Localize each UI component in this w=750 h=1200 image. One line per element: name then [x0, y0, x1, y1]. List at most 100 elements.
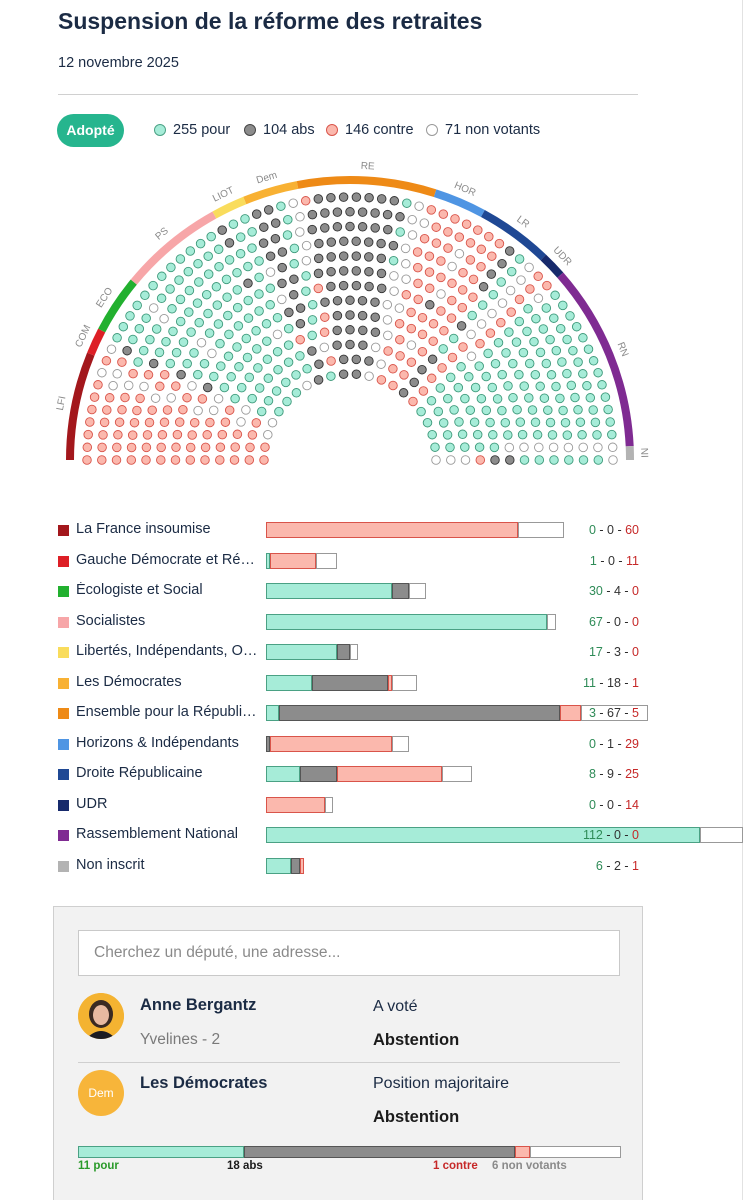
- seat[interactable]: [489, 442, 500, 453]
- seat[interactable]: [236, 417, 246, 427]
- seat[interactable]: [288, 198, 298, 208]
- seat[interactable]: [484, 231, 494, 242]
- seat[interactable]: [431, 455, 441, 465]
- seat[interactable]: [201, 289, 212, 300]
- seat[interactable]: [241, 405, 251, 415]
- seat[interactable]: [112, 442, 122, 453]
- seat[interactable]: [277, 247, 288, 257]
- seat[interactable]: [490, 358, 501, 369]
- seat[interactable]: [148, 280, 158, 291]
- seat[interactable]: [492, 394, 503, 404]
- seat[interactable]: [582, 380, 592, 391]
- seat[interactable]: [204, 328, 215, 338]
- seat[interactable]: [547, 430, 558, 440]
- seat[interactable]: [593, 367, 603, 378]
- seat[interactable]: [114, 417, 125, 427]
- seat[interactable]: [263, 396, 274, 406]
- group-row[interactable]: Droite Républicaine 8 - 9 - 25: [58, 764, 743, 786]
- seat[interactable]: [564, 455, 574, 465]
- seat[interactable]: [295, 334, 305, 345]
- seat[interactable]: [416, 406, 426, 417]
- seat[interactable]: [549, 313, 559, 323]
- seat[interactable]: [442, 430, 453, 440]
- seat[interactable]: [503, 381, 513, 391]
- seat[interactable]: [496, 317, 506, 328]
- seat[interactable]: [494, 238, 505, 249]
- seat[interactable]: [436, 256, 446, 266]
- seat[interactable]: [172, 429, 183, 440]
- seat[interactable]: [232, 285, 243, 295]
- seat[interactable]: [458, 267, 468, 278]
- seat[interactable]: [438, 418, 449, 428]
- seat[interactable]: [189, 417, 200, 428]
- seat[interactable]: [516, 275, 526, 285]
- seat[interactable]: [548, 442, 559, 453]
- seat[interactable]: [89, 392, 100, 402]
- seat[interactable]: [253, 363, 263, 373]
- seat[interactable]: [460, 455, 471, 465]
- seat[interactable]: [585, 393, 596, 403]
- seat[interactable]: [171, 442, 181, 453]
- group-row[interactable]: Gauche Démocrate et Républicaine 1 - 0 - …: [58, 551, 743, 573]
- seat[interactable]: [351, 236, 361, 247]
- seat[interactable]: [339, 236, 349, 247]
- seat[interactable]: [443, 243, 453, 253]
- seat[interactable]: [578, 455, 589, 465]
- seat[interactable]: [332, 207, 343, 217]
- seat[interactable]: [241, 333, 252, 344]
- seat[interactable]: [590, 417, 601, 428]
- seat[interactable]: [485, 417, 495, 428]
- seat[interactable]: [326, 281, 336, 292]
- seat[interactable]: [438, 344, 448, 354]
- seat[interactable]: [456, 362, 466, 372]
- seat[interactable]: [126, 455, 137, 465]
- seat[interactable]: [291, 388, 302, 398]
- seat[interactable]: [203, 251, 213, 261]
- seat[interactable]: [478, 282, 489, 292]
- seat[interactable]: [138, 345, 149, 356]
- seat[interactable]: [206, 231, 216, 242]
- seat[interactable]: [388, 364, 398, 374]
- seat[interactable]: [575, 417, 586, 427]
- seat[interactable]: [376, 253, 387, 264]
- group-row[interactable]: Rassemblement National 112 - 0 - 0: [58, 825, 743, 847]
- group-row[interactable]: La France insoumise 0 - 0 - 60: [58, 520, 743, 542]
- seat[interactable]: [363, 237, 374, 247]
- seat[interactable]: [529, 336, 539, 347]
- seat[interactable]: [406, 307, 416, 318]
- seat[interactable]: [159, 313, 169, 324]
- seat[interactable]: [214, 261, 224, 272]
- seat[interactable]: [295, 227, 305, 237]
- seat[interactable]: [426, 396, 437, 406]
- seat[interactable]: [283, 323, 294, 334]
- seat[interactable]: [161, 336, 171, 347]
- seat[interactable]: [307, 346, 317, 356]
- seat[interactable]: [407, 214, 417, 225]
- seat[interactable]: [251, 326, 261, 336]
- seat[interactable]: [504, 442, 515, 453]
- seat[interactable]: [148, 358, 159, 369]
- seat[interactable]: [234, 362, 244, 372]
- seat[interactable]: [134, 323, 145, 334]
- seat[interactable]: [159, 369, 170, 380]
- seat[interactable]: [505, 455, 515, 465]
- seat[interactable]: [364, 252, 374, 262]
- seat[interactable]: [277, 262, 287, 273]
- seat[interactable]: [236, 382, 247, 393]
- seat[interactable]: [235, 232, 246, 242]
- seat[interactable]: [458, 342, 468, 352]
- seat[interactable]: [555, 323, 566, 334]
- seat[interactable]: [468, 274, 479, 285]
- seat[interactable]: [258, 238, 269, 248]
- seat[interactable]: [224, 329, 234, 340]
- seat[interactable]: [156, 455, 166, 465]
- seat[interactable]: [466, 329, 476, 340]
- seat[interactable]: [213, 393, 224, 404]
- seat[interactable]: [357, 295, 368, 306]
- seat[interactable]: [123, 380, 134, 391]
- seat[interactable]: [560, 417, 571, 428]
- seat[interactable]: [171, 381, 181, 391]
- group-row[interactable]: Horizons & Indépendants 0 - 1 - 29: [58, 734, 743, 756]
- seat[interactable]: [430, 442, 440, 452]
- seat[interactable]: [436, 289, 446, 299]
